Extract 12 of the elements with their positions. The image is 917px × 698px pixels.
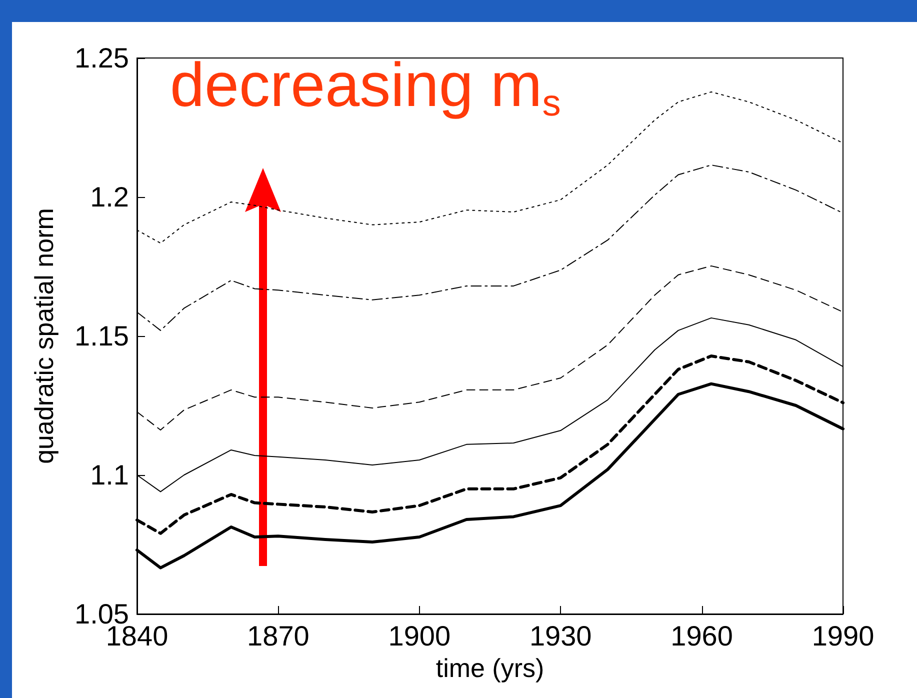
x-tick-label: 1990 <box>812 620 874 652</box>
x-axis-title: time (yrs) <box>436 652 544 683</box>
y-tick-label: 1.1 <box>90 460 129 490</box>
annotation: decreasing m$_{s}$ <box>170 50 561 124</box>
y-tick-label: 1.15 <box>74 320 129 352</box>
y-tick-label: 1.25 <box>74 42 129 74</box>
x-tick-label: 1960 <box>670 620 733 652</box>
x-tick-label: 1930 <box>529 620 592 652</box>
y-axis-title: quadratic spatial norm <box>29 208 59 464</box>
x-tick-label: 1870 <box>247 620 310 652</box>
y-tick-label: 1.2 <box>90 182 129 212</box>
x-tick-label: 1900 <box>388 620 451 652</box>
